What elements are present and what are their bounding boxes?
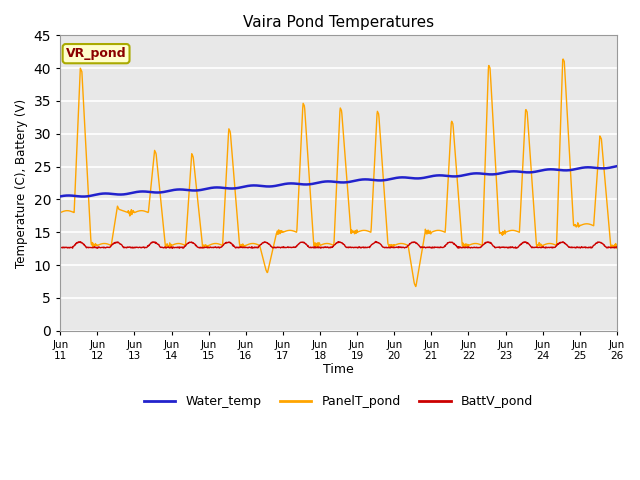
X-axis label: Time: Time xyxy=(323,363,354,376)
Legend: Water_temp, PanelT_pond, BattV_pond: Water_temp, PanelT_pond, BattV_pond xyxy=(139,390,538,413)
Title: Vaira Pond Temperatures: Vaira Pond Temperatures xyxy=(243,15,434,30)
Y-axis label: Temperature (C), Battery (V): Temperature (C), Battery (V) xyxy=(15,98,28,268)
Text: VR_pond: VR_pond xyxy=(66,47,127,60)
